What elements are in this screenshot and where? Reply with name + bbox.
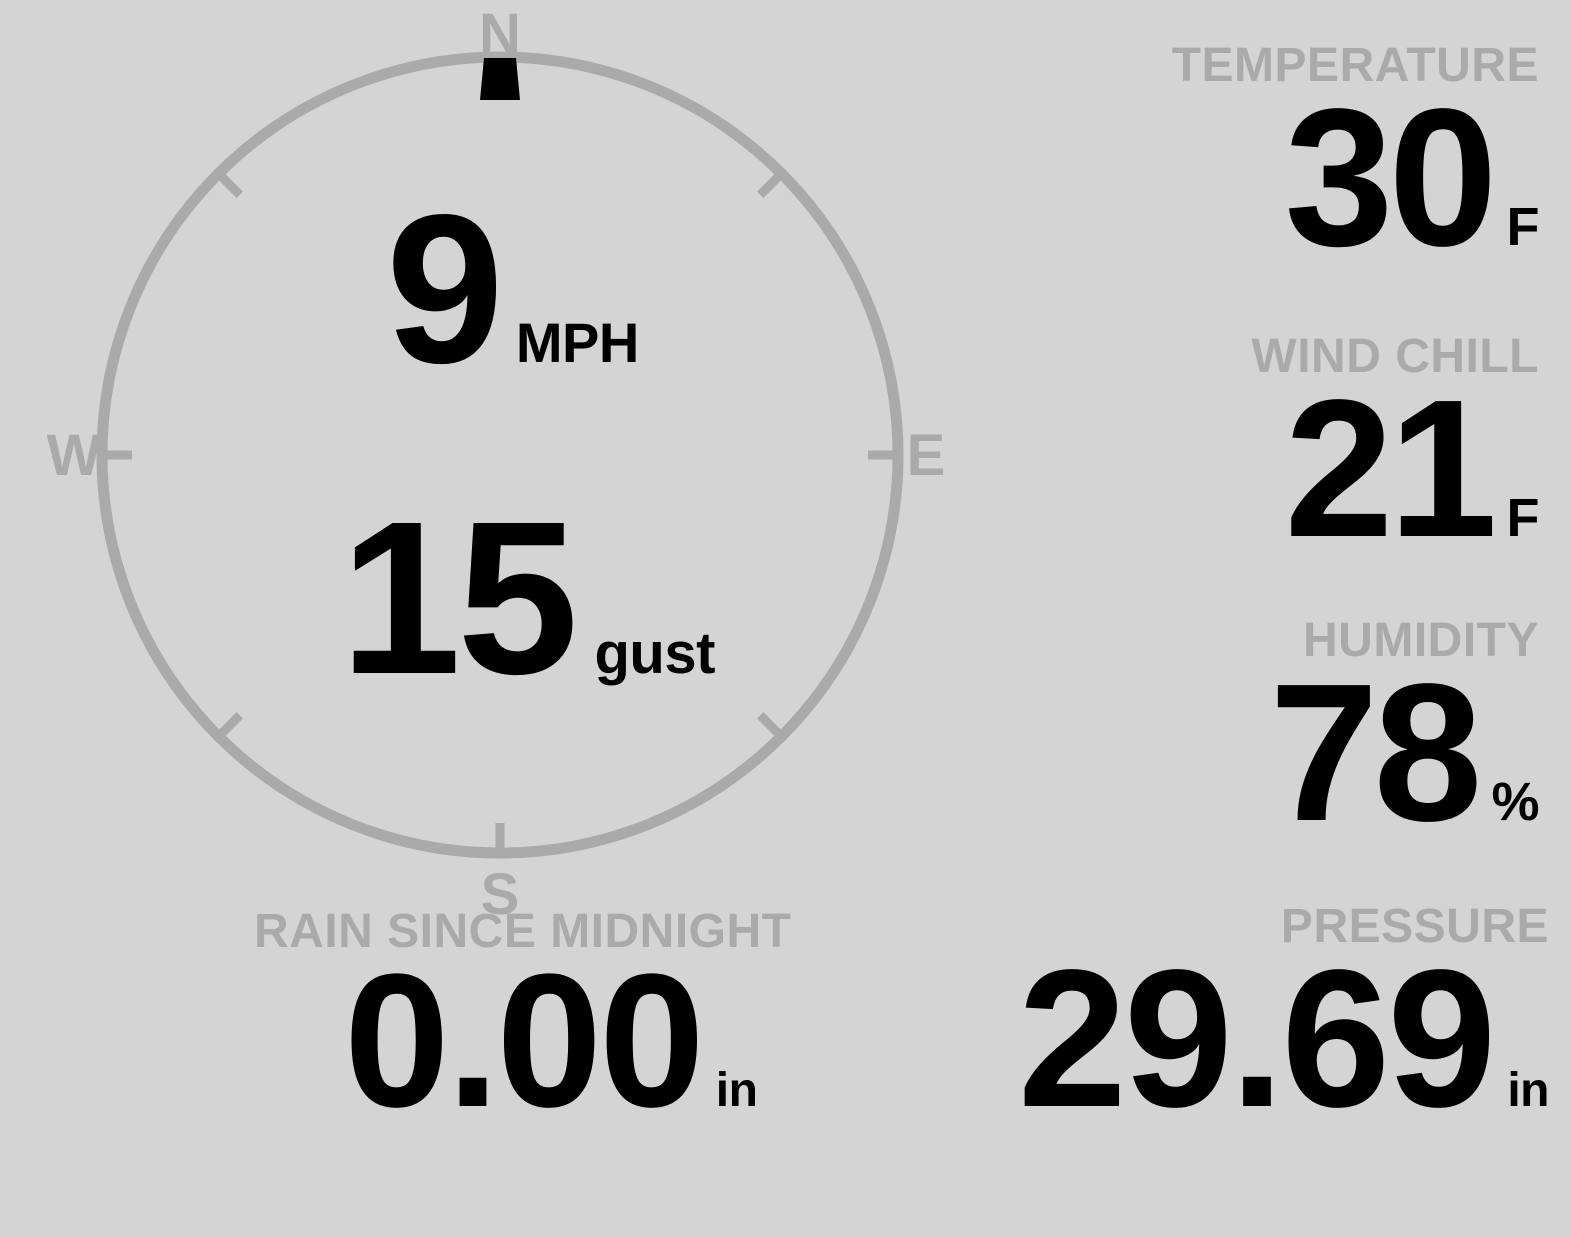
wind-gust-value: 15	[340, 477, 578, 720]
wind-compass[interactable]: N E S W	[47, 6, 946, 924]
temperature-unit: F	[1506, 197, 1540, 257]
wind-chill-value: 21	[1284, 359, 1497, 578]
humidity-label: HUMIDITY	[1303, 614, 1539, 667]
humidity-value: 78	[1269, 643, 1482, 862]
rain-since-midnight-label: RAIN SINCE MIDNIGHT	[254, 905, 792, 958]
wind-chill-label: WIND CHILL	[1251, 330, 1539, 383]
wind-speed-unit: MPH	[515, 311, 639, 374]
temperature-label: TEMPERATURE	[1171, 39, 1539, 92]
metric-humidity: HUMIDITY 78 %	[1269, 614, 1539, 862]
humidity-readout: 78 %	[1269, 643, 1539, 862]
compass-label-east: E	[906, 423, 946, 488]
compass-label-south: S	[480, 862, 520, 927]
pressure-label: PRESSURE	[1280, 900, 1549, 953]
rain-since-midnight-unit: in	[715, 1064, 758, 1117]
metric-wind-chill: WIND CHILL 21 F	[1251, 330, 1540, 578]
metric-temperature: TEMPERATURE 30 F	[1171, 39, 1540, 287]
wind-chill-readout: 21 F	[1251, 359, 1540, 578]
wind-gust-unit: gust	[594, 621, 715, 686]
rain-since-midnight-value: 0.00	[344, 935, 705, 1147]
temperature-readout: 30 F	[1172, 68, 1540, 287]
temperature-value: 30	[1284, 68, 1497, 287]
compass-ring-graphic	[96, 51, 904, 859]
rain-since-midnight-readout: 0.00 in	[344, 935, 814, 1147]
wind-speed-value: 9	[386, 170, 504, 407]
wind-gust-readout: 15 gust	[340, 477, 715, 720]
metric-pressure: PRESSURE 29.69 in	[1017, 900, 1550, 1148]
wind-chill-unit: F	[1506, 488, 1540, 548]
compass-label-west: W	[46, 423, 102, 488]
pressure-readout: 29.69 in	[1017, 929, 1550, 1148]
wind-direction-marker-shape	[480, 58, 520, 100]
wind-speed-readout: 9 MPH	[386, 170, 639, 407]
compass-label-north: N	[479, 2, 521, 67]
pressure-value: 29.69	[1017, 929, 1496, 1148]
metric-rain-since-midnight: RAIN SINCE MIDNIGHT 0.00 in	[254, 905, 814, 1147]
pressure-unit: in	[1507, 1064, 1549, 1117]
humidity-unit: %	[1491, 772, 1539, 832]
